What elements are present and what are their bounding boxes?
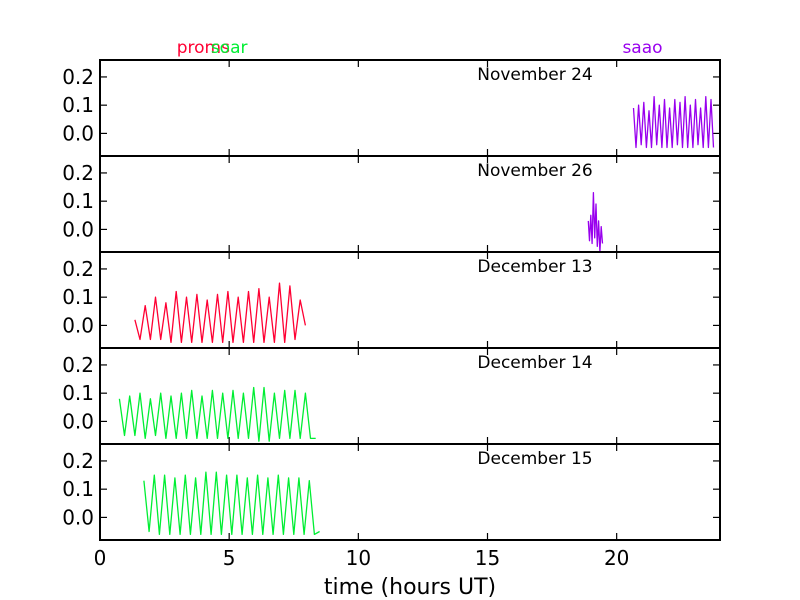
y-tick-label: 0.1 bbox=[62, 285, 94, 309]
y-tick-label: 0.1 bbox=[62, 189, 94, 213]
panel-frame bbox=[99, 155, 721, 253]
series-line-saao bbox=[587, 192, 604, 253]
series-line-soar bbox=[118, 386, 316, 442]
panel-label: November 24 bbox=[477, 65, 592, 85]
panel-label: December 13 bbox=[477, 257, 592, 277]
panel-frame bbox=[99, 59, 721, 157]
series-line-soar bbox=[143, 471, 320, 536]
observatory-label-proms: proms bbox=[177, 38, 230, 58]
panel-label: November 26 bbox=[477, 161, 592, 181]
y-tick-label: 0.0 bbox=[62, 217, 94, 241]
series-line-proms bbox=[134, 282, 307, 344]
x-tick-label: 10 bbox=[346, 546, 371, 570]
panel-5: 0.0 0.1 0.2 December 15 bbox=[62, 443, 721, 541]
panels: 0.0 0.1 0.2 November 24 0.0 0.1 0.2 November 26… bbox=[62, 59, 721, 541]
x-axis-title: time (hours UT) bbox=[324, 575, 496, 600]
y-tick-label: 0.1 bbox=[62, 381, 94, 405]
y-tick-label: 0.0 bbox=[62, 313, 94, 337]
y-tick-label: 0.2 bbox=[62, 449, 94, 473]
panel-label: December 15 bbox=[477, 449, 592, 469]
panel-frame bbox=[99, 347, 721, 445]
series-line-saao bbox=[632, 96, 715, 149]
x-tick-label: 15 bbox=[475, 546, 500, 570]
panel-label: December 14 bbox=[477, 353, 592, 373]
y-tick-label: 0.0 bbox=[62, 121, 94, 145]
x-axis: 0 5 10 15 20 bbox=[94, 546, 630, 570]
x-tick-label: 5 bbox=[223, 546, 236, 570]
y-tick-label: 0.0 bbox=[62, 409, 94, 433]
y-tick-label: 0.1 bbox=[62, 93, 94, 117]
panel-3: 0.0 0.1 0.2 December 13 bbox=[62, 251, 721, 349]
y-tick-label: 0.2 bbox=[62, 257, 94, 281]
y-tick-label: 0.1 bbox=[62, 477, 94, 501]
x-tick-label: 20 bbox=[604, 546, 629, 570]
panel-1: 0.0 0.1 0.2 November 24 bbox=[62, 59, 721, 157]
y-tick-label: 0.2 bbox=[62, 65, 94, 89]
panel-frame bbox=[99, 443, 721, 541]
y-tick-label: 0.0 bbox=[62, 505, 94, 529]
panel-4: 0.0 0.1 0.2 December 14 bbox=[62, 347, 721, 445]
observatory-label-soar: soar bbox=[211, 38, 248, 58]
observatory-label-saao: saao bbox=[622, 38, 662, 58]
panel-2: 0.0 0.1 0.2 November 26 bbox=[62, 155, 721, 253]
x-tick-label: 0 bbox=[94, 546, 107, 570]
y-tick-label: 0.2 bbox=[62, 353, 94, 377]
y-tick-label: 0.2 bbox=[62, 161, 94, 185]
